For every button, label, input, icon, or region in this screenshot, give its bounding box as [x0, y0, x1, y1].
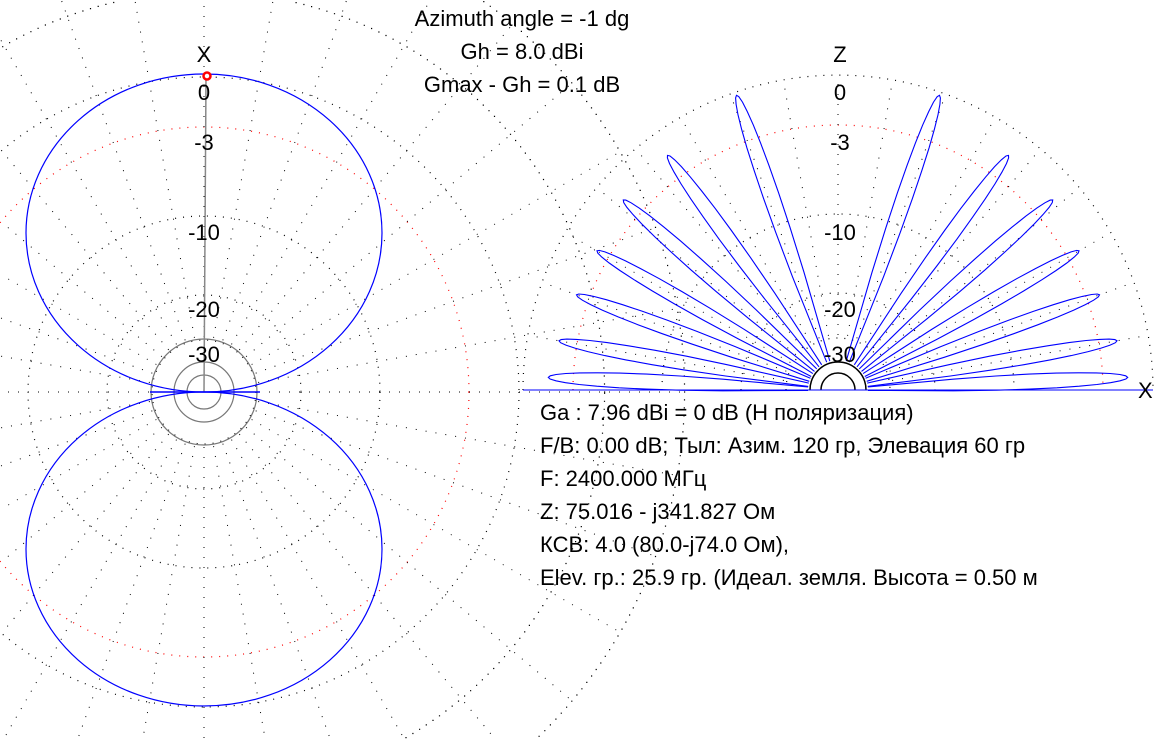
elevation-lobe [596, 249, 814, 377]
grid-spoke [134, 1, 195, 338]
el-ring-label: 0 [833, 80, 847, 105]
center-arcs [809, 361, 867, 391]
grid-spoke [238, 23, 513, 351]
grid-spoke [847, 79, 894, 336]
grid-spoke [885, 232, 1112, 363]
elevation-lobe [865, 293, 1101, 382]
grid-spoke [1, 401, 150, 429]
elevation-lobe [858, 199, 1054, 372]
grid-spoke [255, 227, 656, 374]
elevation-axis-x-label: X [1138, 378, 1153, 403]
gh-label: Gh = 8.0 dBi [460, 39, 584, 64]
az-ring-label: -10 [188, 220, 220, 245]
elevation-info: Elev. гр.: 25.9 гр. (Идеал. земля. Высот… [540, 565, 1038, 590]
grid-spoke [527, 334, 784, 381]
grid-spoke [251, 151, 620, 365]
grid-spoke [1, 355, 150, 383]
elevation-lobe [666, 154, 823, 368]
grid-spoke [258, 401, 677, 476]
grid-spoke [142, 446, 195, 739]
gmax-gh-label: Gmax - Gh = 0.1 dB [423, 72, 621, 97]
grid-spoke [0, 317, 153, 374]
grid-spoke [0, 40, 177, 345]
az-ring-label: -3 [194, 130, 214, 155]
elevation-lobe [575, 293, 811, 382]
elevation-lobe [845, 94, 941, 363]
grid-spoke [0, 410, 153, 467]
grid-spoke [61, 0, 186, 341]
grid-spoke [872, 148, 1041, 349]
grid-spoke [564, 232, 791, 363]
grid-spoke [231, 2, 430, 345]
elevation-lobe [867, 372, 1129, 392]
gain-info: Ga : 7.96 dBi = 0 dB (Н поляризация) [540, 400, 914, 425]
azimuth-angle-label: Azimuth angle = -1 dg [414, 6, 630, 31]
grid-spoke [76, 443, 186, 740]
azimuth-direction-line [203, 77, 207, 393]
grid-spoke [541, 281, 787, 372]
elevation-lobe [735, 94, 831, 363]
grid-spoke [1, 419, 157, 510]
grid-spoke [889, 281, 1135, 372]
grid-spoke [729, 93, 820, 339]
frequency-info: F: 2400.000 МГц [540, 466, 707, 491]
az-ring-label: 0 [197, 80, 211, 105]
grid-spoke [680, 116, 811, 343]
outer-grid-ring [2, 1, 606, 739]
outer-grid-ring [483, 1, 686, 737]
elevation-lobe [547, 372, 809, 392]
grid-spoke [635, 148, 804, 349]
elevation-lobe [558, 338, 809, 387]
grid-spoke [856, 93, 947, 339]
grid-spoke [892, 334, 1149, 381]
grid-ring-20 [740, 292, 936, 391]
grid-spoke [222, 0, 347, 341]
el-ring-label: -10 [824, 220, 856, 245]
azimuth-axis-label: X [196, 42, 212, 67]
grid-spoke [782, 79, 829, 336]
az-ring-label: -30 [188, 342, 220, 367]
grid-spoke [879, 187, 1080, 356]
grid-spoke [258, 308, 677, 383]
max-gain-marker [202, 71, 212, 81]
grid-spoke [3, 439, 177, 739]
grid-spoke [596, 187, 797, 356]
grid-spoke [231, 439, 405, 739]
grid-spoke [213, 1, 274, 338]
grid-spoke [222, 443, 332, 740]
az-ring-label: -20 [188, 297, 220, 322]
grid-spoke [213, 446, 266, 739]
front-back-info: F/B: 0.00 dB; Тыл: Азим. 120 гр, Элеваци… [540, 433, 1026, 458]
impedance-info: Z: 75.016 - j341.827 Ом [540, 499, 776, 524]
el-ring-label: -20 [824, 297, 856, 322]
el-ring-label: -3 [830, 130, 850, 155]
elevation-lobe [622, 199, 818, 372]
grid-spoke [865, 116, 996, 343]
grid-spoke [251, 419, 620, 633]
grid-spoke [245, 83, 573, 358]
grid-spoke [1, 274, 157, 365]
grid-spoke [255, 410, 656, 557]
elevation-lobe [867, 338, 1118, 387]
grid-spoke [245, 426, 573, 701]
elevation-axis-z-label: Z [833, 42, 847, 67]
el-ring-label: -30 [824, 342, 856, 367]
grid-spoke [238, 433, 497, 741]
elevation-lobe [853, 154, 1010, 368]
swr-info: КСВ: 4.0 (80.0-j74.0 Ом), [540, 532, 790, 557]
azimuth-back-lobe [25, 391, 383, 707]
elevation-lobe [862, 249, 1080, 377]
